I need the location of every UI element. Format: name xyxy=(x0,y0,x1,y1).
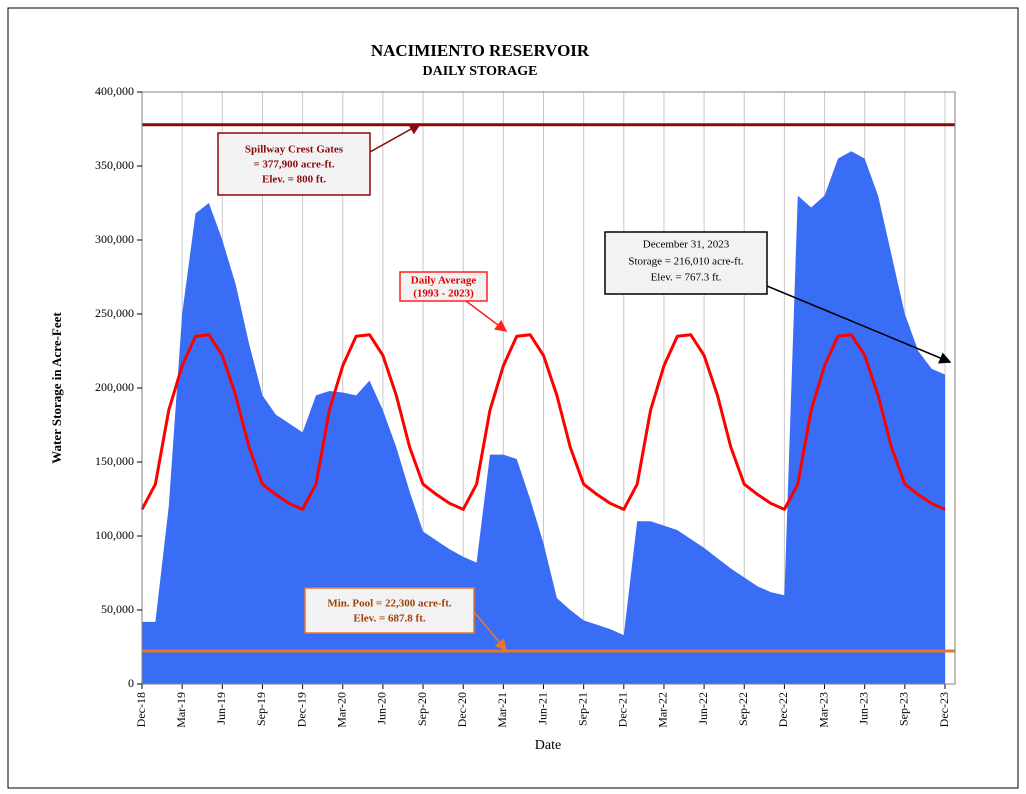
annotation-text: Elev. = 767.3 ft. xyxy=(651,272,722,284)
chart-subtitle: DAILY STORAGE xyxy=(422,64,537,79)
x-tick-label: Mar-20 xyxy=(335,692,349,728)
x-tick-label: Jun-22 xyxy=(696,692,710,725)
annotation-box xyxy=(604,231,768,295)
x-tick-label: Dec-20 xyxy=(455,692,469,727)
y-tick-label: 100,000 xyxy=(95,528,134,542)
annotation-text: December 31, 2023 xyxy=(643,239,730,251)
annotation-text: Elev. = 800 ft. xyxy=(262,174,326,186)
average-line xyxy=(140,333,946,511)
annotation-arrow xyxy=(369,123,422,153)
annotation-box xyxy=(217,132,371,196)
x-tick-label: Jun-23 xyxy=(856,692,870,725)
annotation-box xyxy=(399,271,488,302)
y-tick-label: 300,000 xyxy=(95,232,134,246)
annotation-text: (1993 - 2023) xyxy=(413,288,474,300)
x-tick-label: Jun-20 xyxy=(375,692,389,725)
x-tick-label: Mar-23 xyxy=(816,692,830,728)
y-tick-label: 0 xyxy=(128,676,134,690)
annotation-text: Storage = 216,010 acre-ft. xyxy=(628,256,743,268)
x-tick-label: Sep-20 xyxy=(415,692,429,726)
x-tick-label: Dec-19 xyxy=(294,692,308,727)
y-tick-label: 400,000 xyxy=(95,84,134,98)
y-tick-label: 50,000 xyxy=(101,602,134,616)
x-tick-label: Mar-19 xyxy=(174,692,188,728)
y-axis-label: Water Storage in Acre-Feet xyxy=(49,312,64,464)
annotation-box xyxy=(304,587,475,634)
annotation-arrow xyxy=(473,611,507,652)
annotation-text: Spillway Crest Gates xyxy=(245,144,344,156)
annotation-text: Elev. = 687.8 ft. xyxy=(353,613,426,625)
annotation-text: Min. Pool = 22,300 acre-ft. xyxy=(327,598,452,610)
annotation-text: = 377,900 acre-ft. xyxy=(253,159,334,171)
x-tick-label: Dec-21 xyxy=(616,692,630,727)
chart-title: NACIMIENTO RESERVOIR xyxy=(371,41,590,60)
x-tick-label: Jun-19 xyxy=(214,692,228,725)
x-tick-label: Dec-23 xyxy=(937,692,951,727)
x-tick-label: Dec-18 xyxy=(134,692,148,727)
y-tick-label: 200,000 xyxy=(95,380,134,394)
x-tick-label: Sep-22 xyxy=(736,692,750,726)
y-tick-label: 350,000 xyxy=(95,158,134,172)
y-tick-label: 250,000 xyxy=(95,306,134,320)
annotation-arrow xyxy=(766,285,952,364)
annotation-arrow xyxy=(465,300,508,332)
x-tick-label: Sep-23 xyxy=(897,692,911,726)
x-tick-label: Mar-22 xyxy=(656,692,670,728)
annotation-text: Daily Average xyxy=(411,275,477,287)
x-tick-label: Mar-21 xyxy=(495,692,509,728)
x-tick-label: Sep-19 xyxy=(254,692,268,726)
x-tick-label: Sep-21 xyxy=(575,692,589,726)
x-axis-label: Date xyxy=(535,738,561,753)
storage-area xyxy=(142,151,945,684)
x-tick-label: Dec-22 xyxy=(776,692,790,727)
y-tick-label: 150,000 xyxy=(95,454,134,468)
x-tick-label: Jun-21 xyxy=(535,692,549,725)
